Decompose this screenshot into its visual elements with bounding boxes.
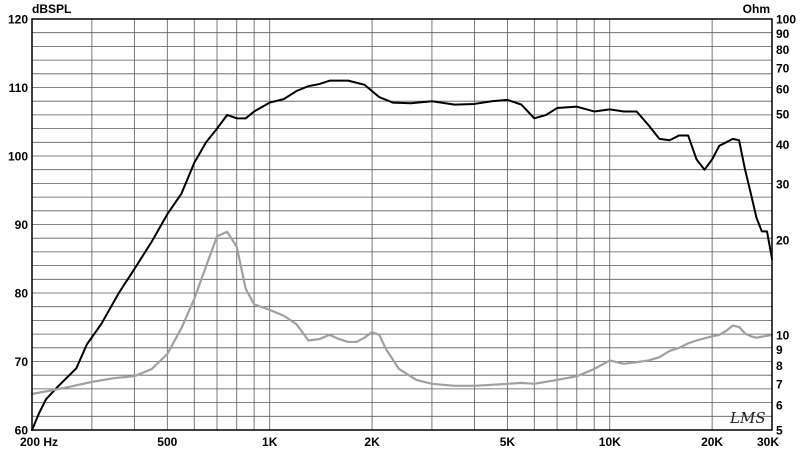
y-right-tick-label: 40 — [776, 138, 790, 152]
x-tick-label: 1K — [262, 435, 278, 449]
x-tick-label: 2K — [364, 435, 380, 449]
y-left-tick-label: 70 — [15, 355, 29, 369]
y-right-tick-label: 90 — [776, 27, 790, 41]
y-right-tick-label: 100 — [776, 13, 796, 27]
y-left-tick-label: 110 — [9, 81, 29, 95]
y-right-tick-label: 7 — [776, 377, 783, 391]
y-right-tick-label: 6 — [776, 399, 783, 413]
spl-curve — [31, 79, 773, 431]
x-tick-label: 5K — [500, 435, 516, 449]
plot-frame — [31, 18, 773, 431]
y-right-tick-label: 20 — [776, 233, 790, 247]
y-right-tick-label: 70 — [776, 61, 790, 75]
y-right-tick-label: 8 — [776, 359, 783, 373]
y-left-tick-label: 80 — [15, 287, 29, 301]
x-tick-label: 30K — [757, 435, 779, 449]
x-tick-label: 20K — [701, 435, 723, 449]
impedance-curve — [30, 230, 774, 396]
y-right-tick-label: 30 — [776, 178, 790, 192]
axis-labels: 200 Hz 500 1K 2K 5K 10K 20K 30K6070809010011012… — [8, 13, 796, 450]
y-left-tick-label: 90 — [15, 218, 29, 232]
y-right-tick-label: 10 — [776, 328, 790, 342]
plot-border — [31, 18, 773, 431]
lms-watermark: LMS — [729, 409, 766, 427]
y-right-tick-label: 80 — [776, 43, 790, 57]
y-right-tick-label: 60 — [776, 83, 790, 97]
y-right-tick-label: 5 — [776, 424, 783, 438]
y-right-tick-label: 50 — [776, 108, 790, 122]
y-left-tick-label: 60 — [15, 424, 29, 438]
x-tick-label: 10K — [599, 435, 621, 449]
y-left-unit-label: dBSPL — [32, 2, 71, 16]
y-right-tick-label: 9 — [776, 343, 783, 357]
x-tick-label: 200 Hz — [20, 435, 58, 449]
grid — [31, 18, 773, 431]
y-right-unit-label: Ohm — [743, 2, 770, 16]
curves — [30, 79, 774, 431]
y-left-tick-label: 100 — [8, 150, 28, 164]
x-tick-label: 500 — [157, 435, 177, 449]
y-left-tick-label: 120 — [8, 13, 28, 27]
